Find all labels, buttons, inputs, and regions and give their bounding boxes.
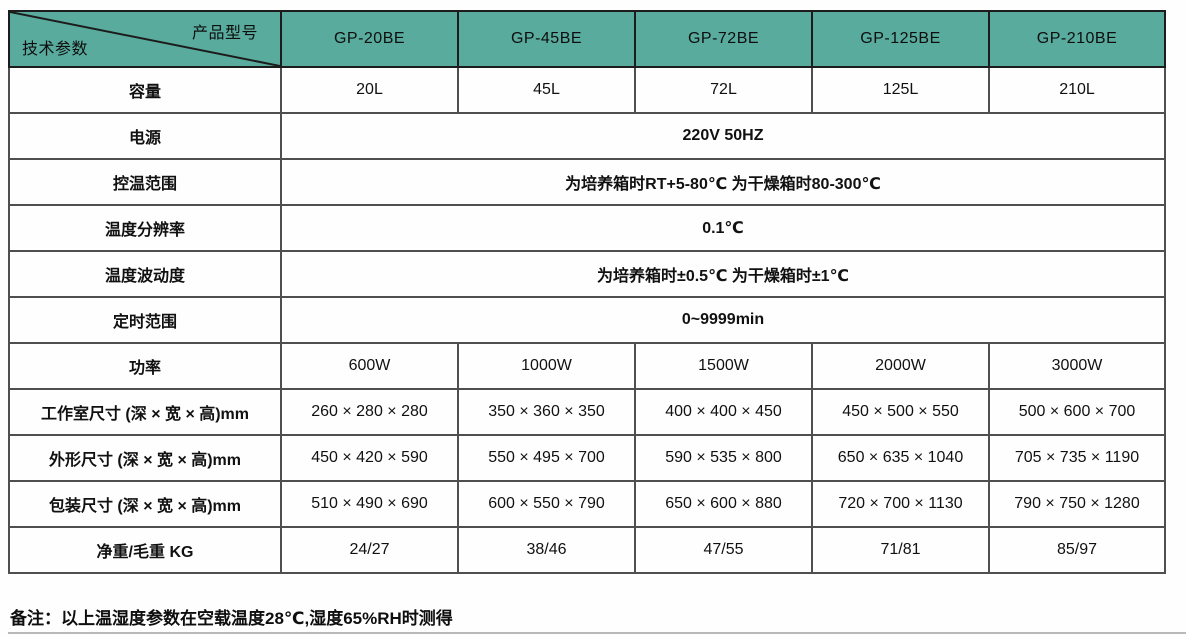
- row-label: 定时范围: [8, 296, 282, 344]
- table-header-row: 产品型号 技术参数 GP-20BE GP-45BE GP-72BE GP-125…: [8, 10, 1166, 68]
- spec-value: 720 × 700 × 1130: [811, 480, 990, 528]
- table-row-weight: 净重/毛重 KG 24/27 38/46 47/55 71/81 85/97: [8, 526, 1166, 574]
- spec-value: 38/46: [457, 526, 636, 574]
- spec-value: 45L: [457, 66, 636, 114]
- spec-value: 650 × 600 × 880: [634, 480, 813, 528]
- row-label: 净重/毛重 KG: [8, 526, 282, 574]
- spec-value: 500 × 600 × 700: [988, 388, 1166, 436]
- spec-value: 3000W: [988, 342, 1166, 390]
- row-label: 包装尺寸 (深 × 宽 × 高)mm: [8, 480, 282, 528]
- spec-value: 71/81: [811, 526, 990, 574]
- model-header: GP-125BE: [811, 10, 990, 68]
- table-row-temp-fluctuation: 温度波动度 为培养箱时±0.5℃ 为干燥箱时±1℃: [8, 250, 1166, 298]
- spec-value: 2000W: [811, 342, 990, 390]
- row-label: 功率: [8, 342, 282, 390]
- spec-value: 510 × 490 × 690: [280, 480, 459, 528]
- spec-value: 600 × 550 × 790: [457, 480, 636, 528]
- table-row-temp-resolution: 温度分辨率 0.1℃: [8, 204, 1166, 252]
- spec-value: 590 × 535 × 800: [634, 434, 813, 482]
- table-row-wattage: 功率 600W 1000W 1500W 2000W 3000W: [8, 342, 1166, 390]
- spec-value: 47/55: [634, 526, 813, 574]
- spec-value: 790 × 750 × 1280: [988, 480, 1166, 528]
- spec-value: 125L: [811, 66, 990, 114]
- spec-value: 550 × 495 × 700: [457, 434, 636, 482]
- model-header: GP-45BE: [457, 10, 636, 68]
- spec-value: 260 × 280 × 280: [280, 388, 459, 436]
- spec-value-span: 220V 50HZ: [280, 112, 1166, 160]
- spec-value: 1500W: [634, 342, 813, 390]
- corner-label-product-model: 产品型号: [191, 25, 258, 42]
- model-header: GP-72BE: [634, 10, 813, 68]
- spec-value: 1000W: [457, 342, 636, 390]
- row-label: 工作室尺寸 (深 × 宽 × 高)mm: [8, 388, 282, 436]
- spec-value: 450 × 500 × 550: [811, 388, 990, 436]
- table-row-temp-control-range: 控温范围 为培养箱时RT+5-80℃ 为干燥箱时80-300℃: [8, 158, 1166, 206]
- row-label: 外形尺寸 (深 × 宽 × 高)mm: [8, 434, 282, 482]
- model-header: GP-20BE: [280, 10, 459, 68]
- table-row-capacity: 容量 20L 45L 72L 125L 210L: [8, 66, 1166, 114]
- spec-value: 400 × 400 × 450: [634, 388, 813, 436]
- spec-value-span: 0.1℃: [280, 204, 1166, 252]
- spec-value: 72L: [634, 66, 813, 114]
- table-row-overall-size: 外形尺寸 (深 × 宽 × 高)mm 450 × 420 × 590 550 ×…: [8, 434, 1166, 482]
- spec-table: 产品型号 技术参数 GP-20BE GP-45BE GP-72BE GP-125…: [8, 10, 1166, 574]
- spec-value: 450 × 420 × 590: [280, 434, 459, 482]
- row-label: 温度分辨率: [8, 204, 282, 252]
- spec-value-span: 为培养箱时±0.5℃ 为干燥箱时±1℃: [280, 250, 1166, 298]
- spec-value: 210L: [988, 66, 1166, 114]
- table-row-timer-range: 定时范围 0~9999min: [8, 296, 1166, 344]
- spec-value: 705 × 735 × 1190: [988, 434, 1166, 482]
- spec-value: 350 × 360 × 350: [457, 388, 636, 436]
- spec-value-span: 0~9999min: [280, 296, 1166, 344]
- model-header: GP-210BE: [988, 10, 1166, 68]
- table-row-chamber-size: 工作室尺寸 (深 × 宽 × 高)mm 260 × 280 × 280 350 …: [8, 388, 1166, 436]
- row-label: 电源: [8, 112, 282, 160]
- spec-value-span: 为培养箱时RT+5-80℃ 为干燥箱时80-300℃: [280, 158, 1166, 206]
- row-label: 容量: [8, 66, 282, 114]
- table-row-power-supply: 电源 220V 50HZ: [8, 112, 1166, 160]
- spec-value: 650 × 635 × 1040: [811, 434, 990, 482]
- spec-value: 600W: [280, 342, 459, 390]
- table-row-package-size: 包装尺寸 (深 × 宽 × 高)mm 510 × 490 × 690 600 ×…: [8, 480, 1166, 528]
- row-label: 温度波动度: [8, 250, 282, 298]
- bottom-divider: [8, 632, 1186, 634]
- row-label: 控温范围: [8, 158, 282, 206]
- spec-value: 20L: [280, 66, 459, 114]
- spec-value: 24/27: [280, 526, 459, 574]
- spec-value: 85/97: [988, 526, 1166, 574]
- diagonal-divider: [10, 12, 280, 66]
- corner-label-tech-params: 技术参数: [22, 41, 89, 58]
- footnote: 备注：以上温湿度参数在空载温度28℃,湿度65%RH时测得: [10, 609, 453, 628]
- corner-header-cell: 产品型号 技术参数: [8, 10, 282, 68]
